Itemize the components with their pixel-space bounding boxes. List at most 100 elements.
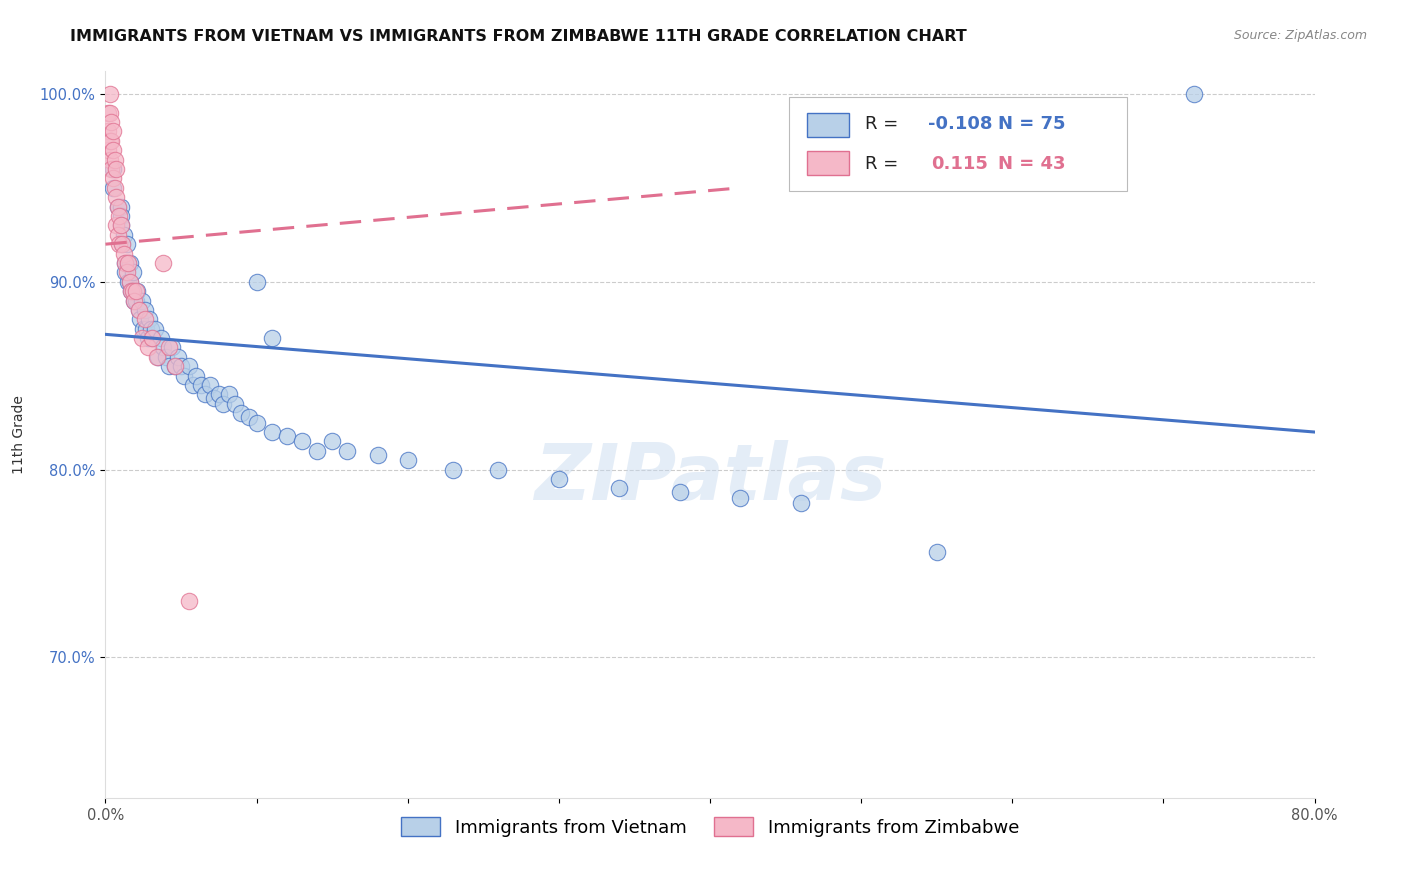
Text: IMMIGRANTS FROM VIETNAM VS IMMIGRANTS FROM ZIMBABWE 11TH GRADE CORRELATION CHART: IMMIGRANTS FROM VIETNAM VS IMMIGRANTS FR… <box>70 29 967 45</box>
Point <box>396 453 419 467</box>
Point <box>120 284 142 298</box>
Point <box>138 312 160 326</box>
Point <box>148 350 170 364</box>
Text: Source: ZipAtlas.com: Source: ZipAtlas.com <box>1233 29 1367 43</box>
Point <box>101 124 124 138</box>
Point <box>238 409 260 424</box>
Text: R =: R = <box>865 154 898 173</box>
Point <box>124 284 148 298</box>
Point <box>157 359 180 374</box>
Point <box>111 237 134 252</box>
Point <box>134 312 156 326</box>
Point <box>105 219 128 233</box>
Point <box>186 368 208 383</box>
Point <box>108 209 131 223</box>
Point <box>110 200 132 214</box>
Point <box>246 275 269 289</box>
Point <box>107 200 129 214</box>
Point <box>100 115 122 129</box>
Point <box>132 322 155 336</box>
Point <box>101 143 124 157</box>
FancyBboxPatch shape <box>807 112 849 136</box>
Point <box>131 331 153 345</box>
Point <box>118 275 141 289</box>
Point <box>167 350 190 364</box>
Point <box>198 378 221 392</box>
Text: -0.108: -0.108 <box>928 115 993 134</box>
Legend: Immigrants from Vietnam, Immigrants from Zimbabwe: Immigrants from Vietnam, Immigrants from… <box>394 810 1026 844</box>
Point <box>128 302 150 317</box>
Point <box>152 256 174 270</box>
Point <box>98 153 121 167</box>
Point <box>112 227 135 242</box>
Point <box>121 265 143 279</box>
Point <box>128 302 150 317</box>
Point <box>307 443 329 458</box>
Point <box>117 275 139 289</box>
Point <box>114 256 136 270</box>
Point <box>110 219 132 233</box>
FancyBboxPatch shape <box>789 97 1128 191</box>
Point <box>177 594 200 608</box>
Point <box>97 143 120 157</box>
Point <box>218 387 240 401</box>
Point <box>321 434 343 449</box>
Point <box>117 256 139 270</box>
Point <box>152 341 174 355</box>
Point <box>163 359 186 374</box>
Point <box>143 322 166 336</box>
Point <box>124 293 148 308</box>
Point <box>246 416 269 430</box>
Point <box>336 443 359 458</box>
Point <box>231 406 253 420</box>
Point <box>115 265 138 279</box>
Point <box>101 171 124 186</box>
Point <box>136 331 159 345</box>
Point <box>120 284 142 298</box>
Point <box>101 181 124 195</box>
Point <box>105 190 128 204</box>
Point <box>129 312 152 326</box>
Text: R =: R = <box>865 115 898 134</box>
Point <box>548 472 571 486</box>
Point <box>146 350 169 364</box>
Point <box>488 462 510 476</box>
Point <box>150 331 173 345</box>
Point <box>110 219 132 233</box>
Point <box>117 256 139 270</box>
Point <box>366 448 388 462</box>
Point <box>157 341 180 355</box>
Point <box>98 105 121 120</box>
Point <box>127 284 149 298</box>
Point <box>141 331 163 345</box>
Point <box>122 293 145 308</box>
Point <box>276 429 298 443</box>
FancyBboxPatch shape <box>807 151 849 175</box>
Text: N = 75: N = 75 <box>998 115 1066 134</box>
Point <box>100 134 122 148</box>
Point <box>100 162 122 177</box>
Point <box>173 368 195 383</box>
Point <box>669 485 692 500</box>
Point <box>112 246 135 260</box>
Point <box>107 200 129 214</box>
Point <box>155 350 177 364</box>
Point <box>134 302 156 317</box>
Point <box>110 209 132 223</box>
Point <box>609 482 631 496</box>
Point <box>181 378 204 392</box>
Point <box>118 275 141 289</box>
Point <box>291 434 314 449</box>
Point <box>730 491 752 505</box>
Point <box>122 293 145 308</box>
Point <box>141 331 163 345</box>
Point <box>194 387 217 401</box>
Point <box>108 237 131 252</box>
Point <box>103 153 125 167</box>
Point <box>135 322 157 336</box>
Point <box>101 162 124 177</box>
Point <box>97 105 120 120</box>
Point <box>107 227 129 242</box>
Point <box>131 293 153 308</box>
Point <box>260 331 283 345</box>
